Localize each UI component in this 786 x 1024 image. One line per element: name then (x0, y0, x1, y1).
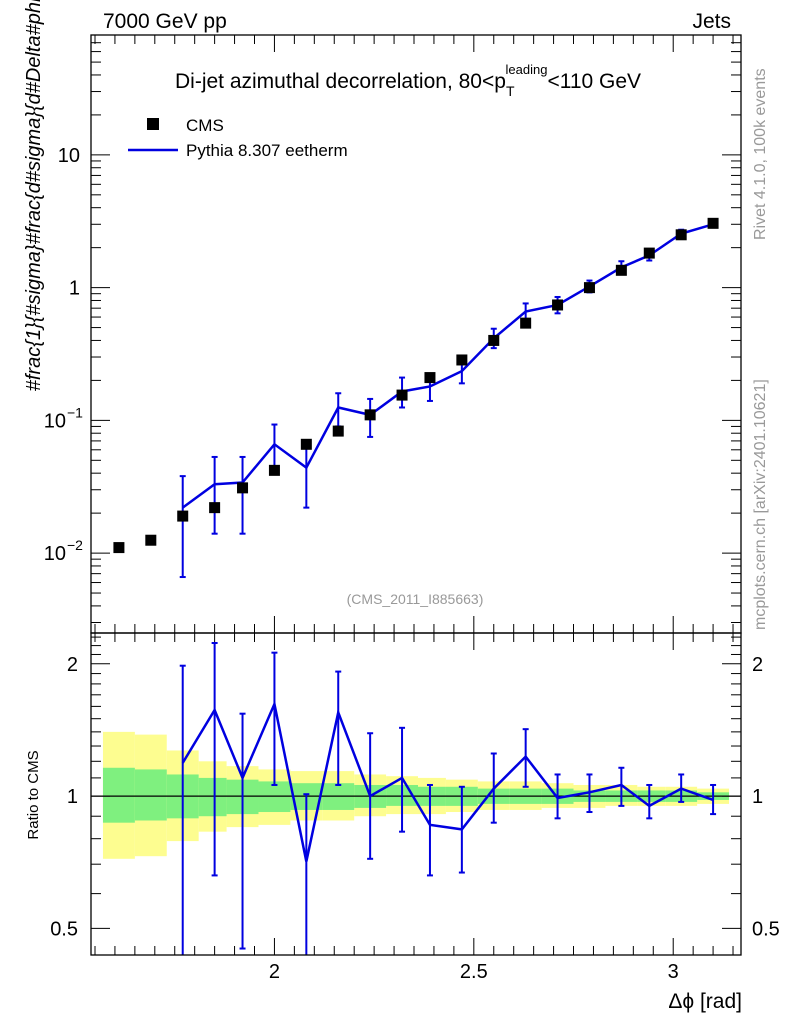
band-inner-segment (258, 781, 291, 813)
y-tick-label: 1 (69, 278, 80, 300)
ratio-y-tick-label-left: 1 (67, 786, 78, 808)
legend-mc-label: Pythia 8.307 eetherm (186, 141, 348, 160)
band-inner-segment (134, 769, 167, 821)
cms-data-point (424, 372, 436, 384)
ratio-y-tick-label-right: 2 (752, 654, 763, 676)
y-tick-exponent: −1 (67, 404, 83, 420)
cms-data-point (268, 464, 280, 476)
cms-data-point (332, 425, 344, 437)
cms-data-point (615, 264, 627, 276)
mc-line (181, 223, 714, 509)
x-tick-label: 2 (269, 961, 280, 983)
band-inner-segment (102, 767, 135, 823)
rivet-label: Rivet 4.1.0, 100k events (752, 68, 769, 240)
plot-title: Di-jet azimuthal decorrelation, 80<pTlea… (175, 62, 641, 99)
legend: CMS Pythia 8.307 eetherm (128, 116, 348, 160)
x-tick-label: 2.5 (460, 961, 488, 983)
ratio-panel-frame (90, 632, 742, 956)
cms-data-point (488, 334, 500, 346)
header-collision-label: 7000 GeV pp (103, 10, 227, 33)
x-axis-label: Δϕ [rad] (668, 990, 742, 1013)
cms-data-point (209, 502, 221, 514)
cms-data-point (552, 299, 564, 311)
cms-data-point (145, 534, 157, 546)
cms-data-point (520, 317, 532, 329)
y-tick-label: 10 (58, 145, 80, 167)
plot-title-prefix: Di-jet azimuthal decorrelation, 80<p (175, 70, 506, 93)
ratio-series (179, 642, 717, 955)
ratio-line (181, 699, 714, 862)
header-process-label: Jets (692, 10, 731, 33)
cms-data-point (364, 409, 376, 421)
cms-data-point (583, 282, 595, 294)
cms-data-point (643, 247, 655, 259)
cms-data-point (300, 438, 312, 450)
plot-title-suffix: <110 GeV (547, 70, 641, 93)
rivet-label-text: Rivet 4.1.0, 100k events (752, 68, 769, 240)
cms-data-point (675, 229, 687, 241)
ratio-y-axis-label-text: Ratio to CMS (25, 750, 42, 839)
ratio-y-tick-label-left: 0.5 (50, 918, 78, 940)
analysis-id: (CMS_2011_I885663) (347, 591, 484, 607)
main-y-axis-label: #frac{1}{#sigma}#frac{d#sigma}{d#Delta#p… (23, 0, 45, 391)
cms-data-point (177, 510, 189, 522)
band-inner-segment (198, 777, 227, 817)
mcplots-label-text: mcplots.cern.ch [arXiv:2401.10621] (752, 379, 769, 630)
main-series (113, 217, 719, 579)
x-tick-label: 3 (668, 961, 679, 983)
y-tick-label: 10 (44, 543, 66, 565)
ratio-y-axis-label: Ratio to CMS (25, 750, 42, 839)
legend-data-marker (147, 118, 159, 130)
ratio-y-tick-label-right: 1 (752, 786, 763, 808)
ratio-y-tick-label-right: 0.5 (752, 918, 780, 940)
cms-data-point (113, 542, 125, 554)
plot-title-sub: T (506, 83, 515, 99)
ratio-y-tick-label-left: 2 (67, 654, 78, 676)
y-tick-label: 10 (44, 410, 66, 432)
cms-data-point (456, 354, 468, 366)
plot-title-sup: leading (506, 62, 548, 77)
legend-data-label: CMS (186, 116, 224, 135)
cms-data-point (707, 217, 719, 229)
cms-data-point (396, 389, 408, 401)
cms-data-point (237, 482, 249, 494)
main-y-axis-label-text: #frac{1}{#sigma}#frac{d#sigma}{d#Delta#p… (23, 0, 45, 391)
mcplots-label: mcplots.cern.ch [arXiv:2401.10621] (752, 379, 769, 630)
y-tick-exponent: −2 (67, 537, 83, 553)
